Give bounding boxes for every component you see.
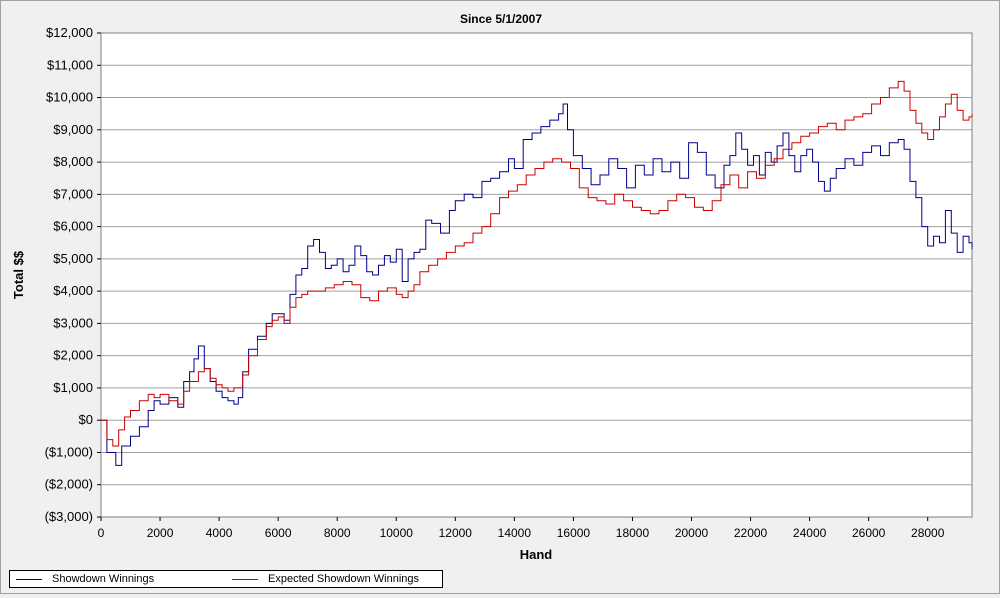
x-axis-ticks: 0 2000 4000 6000 8000 10000 12000 14000 16000 180… <box>98 517 945 540</box>
legend-swatch-showdown <box>16 578 42 580</box>
legend-item-showdown: Showdown Winnings <box>16 572 154 586</box>
y-tick-label: ($1,000) <box>45 444 93 459</box>
y-tick-label: $12,000 <box>46 25 93 40</box>
y-tick-label: $8,000 <box>53 154 93 169</box>
y-tick-label: $3,000 <box>53 315 93 330</box>
x-tick-label: 10000 <box>380 526 414 540</box>
legend-label-showdown: Showdown Winnings <box>52 573 155 585</box>
y-axis-label: Total $$ <box>11 250 26 299</box>
x-tick-label: 14000 <box>498 526 532 540</box>
y-tick-label: $6,000 <box>53 219 93 234</box>
y-tick-label: ($2,000) <box>45 477 93 492</box>
x-tick-label: 6000 <box>265 526 292 540</box>
plot-area <box>100 32 973 518</box>
x-tick-label: 26000 <box>852 526 886 540</box>
x-tick-label: 24000 <box>793 526 827 540</box>
x-axis-label: Hand <box>520 547 553 562</box>
y-tick-label: ($3,000) <box>45 509 93 524</box>
series-line-showdown-winnings <box>101 103 973 466</box>
y-tick-label: $9,000 <box>53 122 93 137</box>
y-tick-label: $0 <box>79 412 93 427</box>
y-tick-label: $5,000 <box>53 251 93 266</box>
legend-item-expected: Expected Showdown Winnings <box>232 572 419 586</box>
series-layer <box>101 80 973 466</box>
x-tick-label: 28000 <box>911 526 945 540</box>
chart-title: Since 5/1/2007 <box>460 12 542 26</box>
grid-lines <box>101 64 972 486</box>
series-line-expected-showdown-winnings <box>101 80 973 447</box>
x-tick-label: 20000 <box>675 526 709 540</box>
legend-swatch-expected <box>232 578 258 580</box>
x-tick-label: 12000 <box>439 526 473 540</box>
y-axis-ticks: $12,000 $11,000 $10,000 $9,000 $8,000 $7,000 $… <box>45 25 101 524</box>
y-tick-label: $7,000 <box>53 186 93 201</box>
x-tick-label: 4000 <box>206 526 233 540</box>
y-tick-label: $2,000 <box>53 348 93 363</box>
y-tick-label: $11,000 <box>47 57 93 72</box>
y-tick-label: $1,000 <box>53 380 93 395</box>
x-tick-label: 0 <box>98 526 105 540</box>
legend-label-expected: Expected Showdown Winnings <box>268 573 420 585</box>
x-tick-label: 2000 <box>147 526 174 540</box>
y-tick-label: $4,000 <box>53 283 93 298</box>
chart-legend: Showdown Winnings Expected Showdown Winn… <box>9 570 443 588</box>
x-tick-label: 18000 <box>616 526 650 540</box>
x-tick-label: 8000 <box>324 526 351 540</box>
x-tick-label: 16000 <box>557 526 591 540</box>
x-tick-label: 22000 <box>734 526 768 540</box>
y-tick-label: $10,000 <box>46 90 93 105</box>
